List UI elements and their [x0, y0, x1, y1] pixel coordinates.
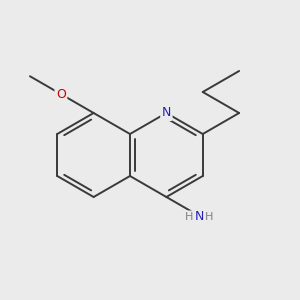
Text: N: N: [195, 210, 204, 223]
Text: H: H: [205, 212, 214, 222]
Text: H: H: [185, 212, 194, 222]
Text: N: N: [162, 106, 171, 119]
Text: O: O: [56, 88, 66, 100]
